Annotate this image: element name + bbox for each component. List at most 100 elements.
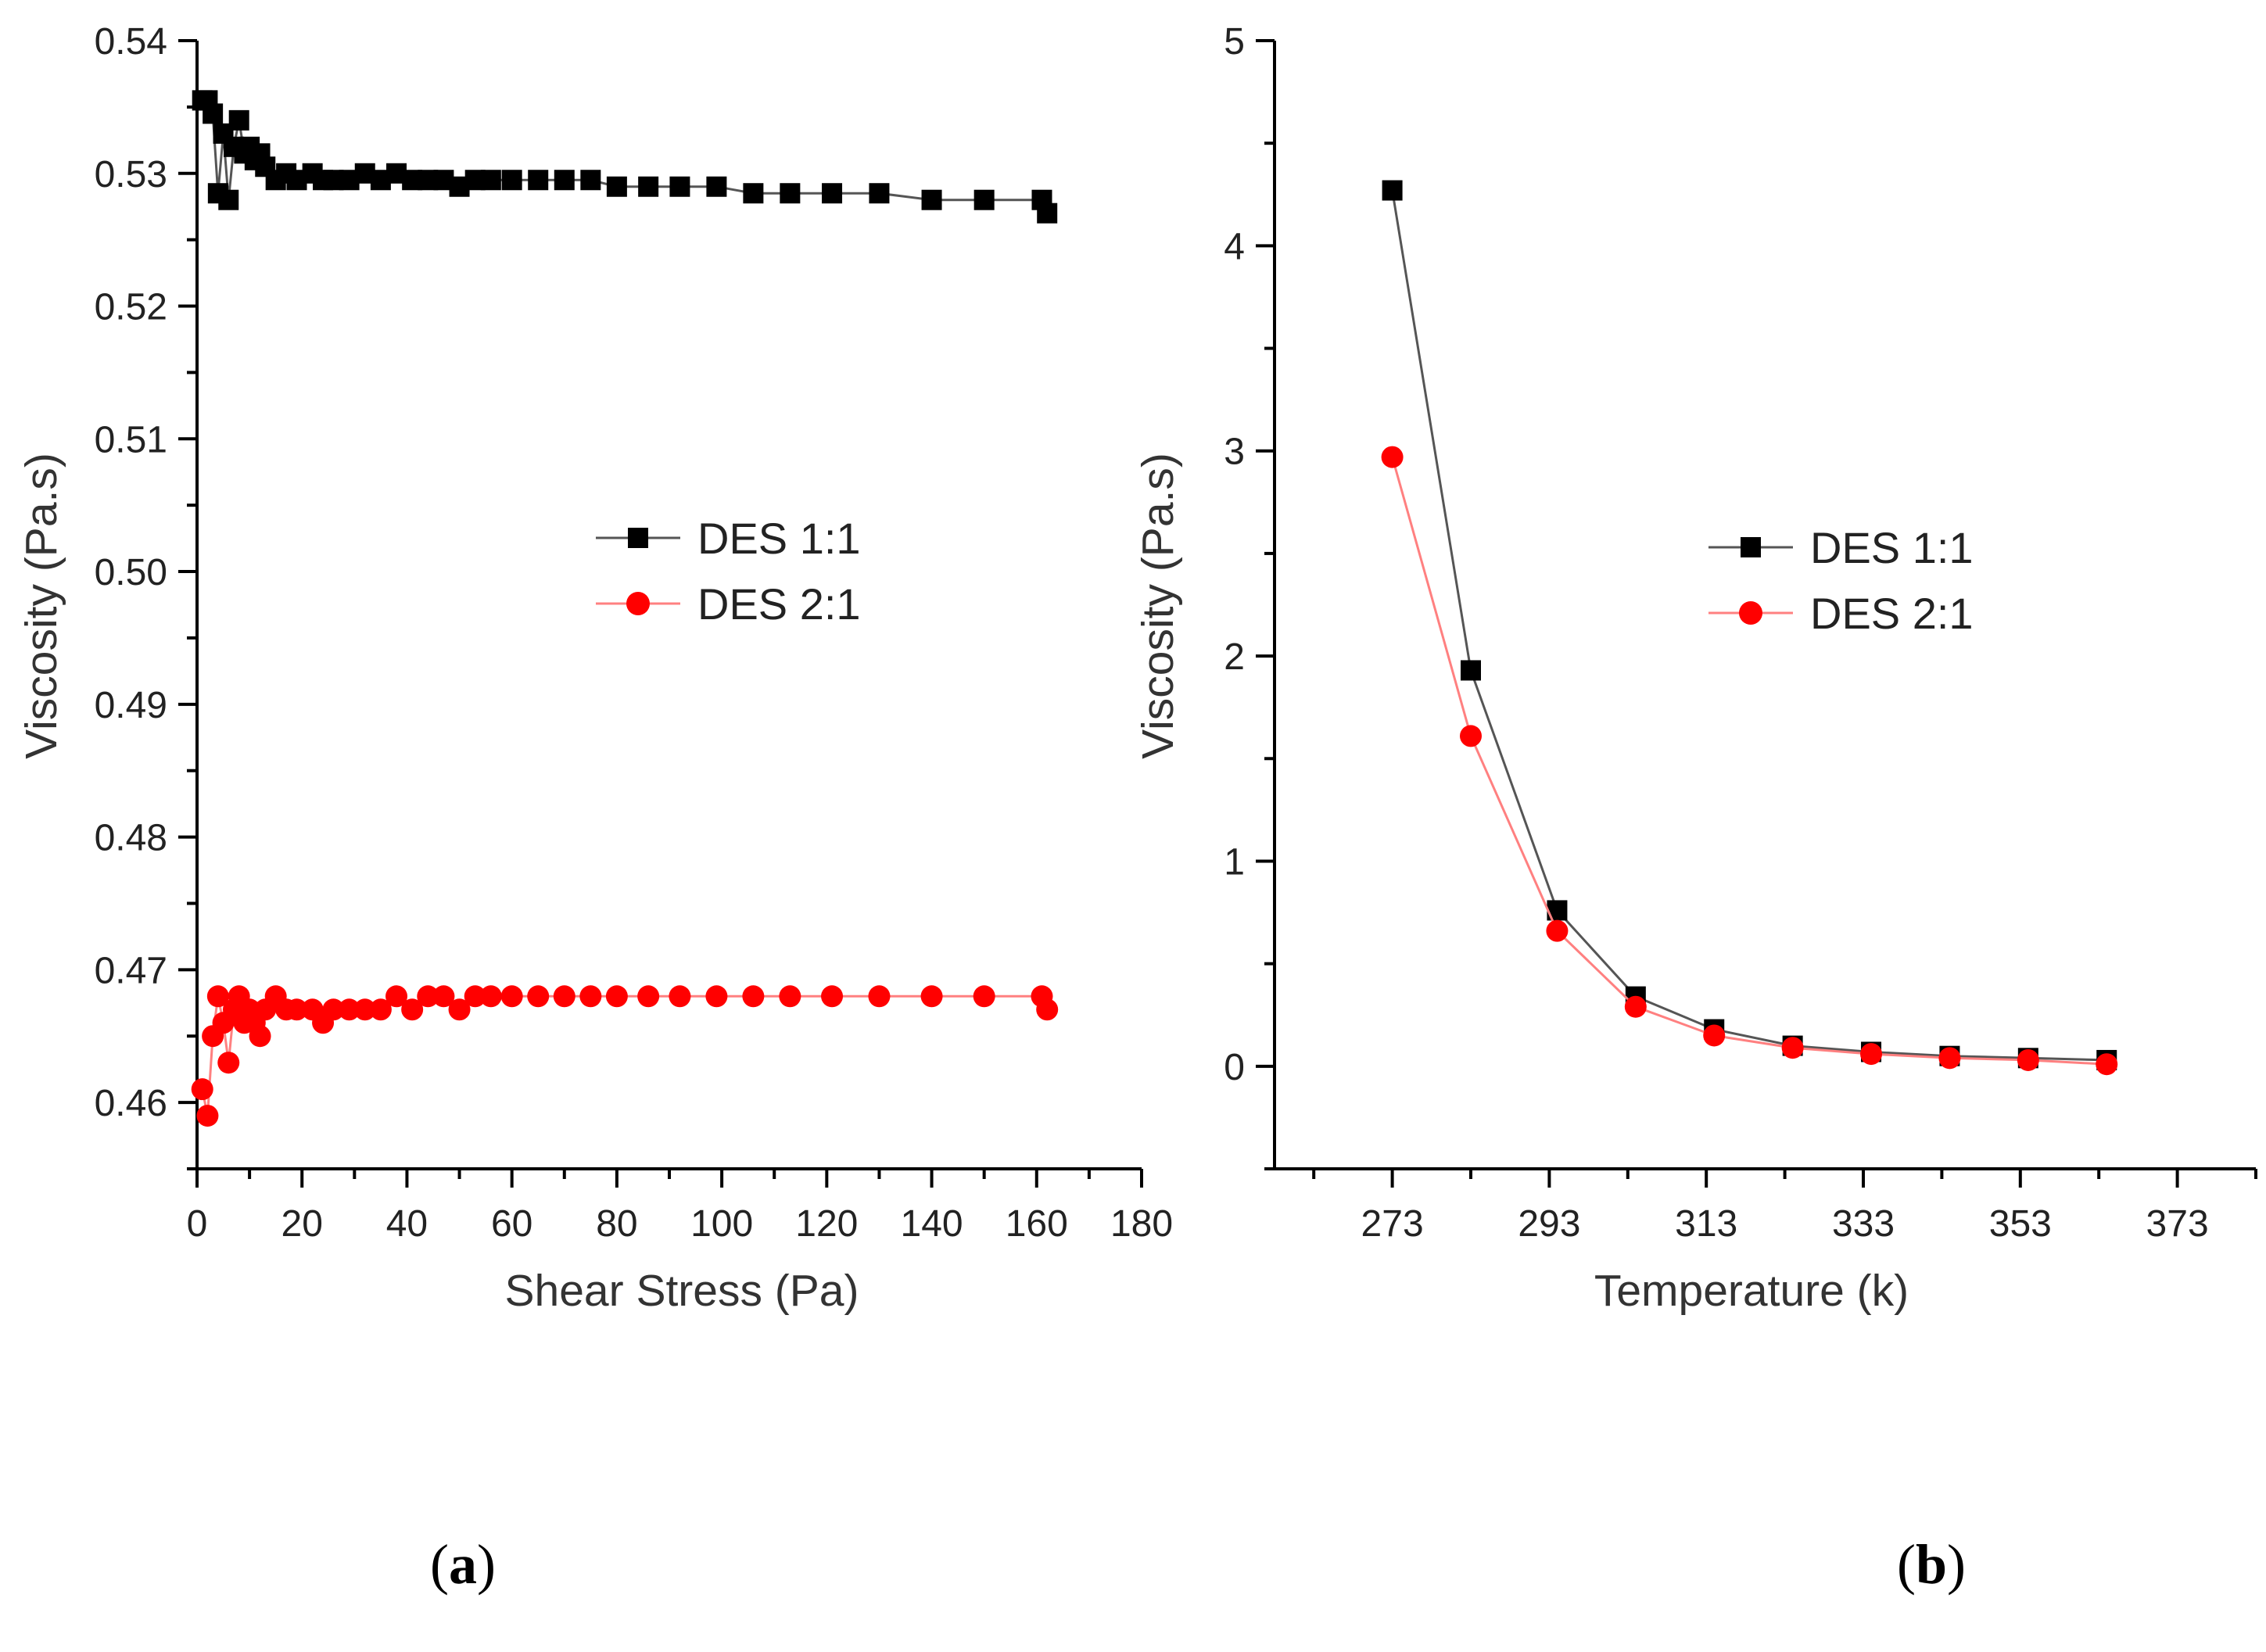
data-point-circle [920, 985, 943, 1008]
y-tick-label: 0.51 [95, 419, 167, 460]
legend-label: DES 2:1 [697, 579, 861, 629]
series-1 [192, 90, 1058, 224]
y-tick-label: 0 [1224, 1047, 1245, 1088]
panel-b-label: (b) [1897, 1533, 1966, 1596]
data-point-square [780, 183, 801, 204]
data-point-circle [1624, 995, 1647, 1018]
data-point-circle [353, 998, 376, 1021]
series-line [1391, 190, 2107, 1062]
y-axis-title: Viscosity (Pa.s) [16, 453, 66, 759]
y-tick-label: 3 [1224, 432, 1245, 473]
data-point-circle [206, 985, 229, 1008]
data-point-circle [742, 985, 765, 1008]
data-point-circle [191, 1078, 213, 1101]
x-tick-label: 20 [281, 1203, 323, 1245]
data-point-circle [285, 998, 308, 1021]
data-point-circle [500, 985, 523, 1008]
data-point-square [554, 170, 575, 191]
data-point-circle [479, 985, 502, 1008]
x-tick-label: 160 [1006, 1203, 1068, 1245]
series-1 [1382, 180, 2117, 1070]
data-point-circle [637, 985, 660, 1008]
data-point-circle [1860, 1043, 1883, 1066]
data-point-circle [196, 1105, 219, 1127]
data-point-circle [338, 998, 360, 1021]
legend-marker-square [1741, 537, 1761, 557]
data-point-square [1037, 202, 1058, 224]
legend-label: DES 1:1 [1810, 523, 1974, 572]
data-point-circle [369, 998, 392, 1021]
data-point-circle [821, 985, 844, 1008]
panel-a-chart: 0 20 40 60 80 100 120 140 160 180 0.46 0.47 0.48 0.49… [16, 21, 1173, 1316]
y-tick-label: 0.48 [95, 818, 167, 859]
data-point-circle [669, 985, 691, 1008]
data-point-circle [2017, 1048, 2039, 1071]
x-tick-label: 60 [491, 1203, 532, 1245]
data-point-circle [553, 985, 575, 1008]
y-tick-label: 0.50 [95, 552, 167, 593]
y-axis-title: Viscosity (Pa.s) [1133, 453, 1183, 759]
x-tick-label: 80 [596, 1203, 637, 1245]
data-point-circle [417, 985, 439, 1008]
data-point-circle [527, 985, 550, 1008]
data-point-circle [779, 985, 801, 1008]
panel-b-label-letter: b [1916, 1533, 1947, 1596]
data-point-circle [464, 985, 486, 1008]
data-point-circle [2096, 1053, 2118, 1076]
y-tick-label: 5 [1224, 21, 1245, 63]
data-point-square [973, 189, 995, 210]
data-point-square [203, 103, 224, 124]
data-point-circle [605, 985, 628, 1008]
series-line [1391, 457, 2107, 1066]
panel-a-label-letter: a [449, 1533, 477, 1596]
y-tick-label: 2 [1224, 636, 1245, 678]
data-point-square [480, 170, 501, 191]
legend: DES 1:1 DES 2:1 [596, 514, 861, 629]
data-point-circle [1036, 998, 1059, 1021]
data-point-square [606, 176, 627, 197]
x-tick-label: 40 [386, 1203, 428, 1245]
x-tick-label: 313 [1675, 1203, 1737, 1245]
data-point-circle [705, 985, 728, 1008]
data-point-circle [1938, 1047, 1961, 1070]
data-point-square [501, 170, 522, 191]
x-tick-label: 140 [901, 1203, 963, 1245]
x-tick-label: 273 [1361, 1203, 1424, 1245]
legend: DES 1:1 DES 2:1 [1708, 523, 1974, 638]
y-tick-label: 1 [1224, 841, 1245, 883]
legend-marker-square [628, 528, 648, 548]
series-2 [191, 985, 1059, 1127]
x-tick-label: 180 [1110, 1203, 1173, 1245]
legend-marker-circle [1739, 601, 1762, 625]
panel-b-chart: 273 293 313 333 353 373 0 1 2 3 4 5 Temperature (k) V… [1133, 21, 2257, 1316]
data-point-circle [1546, 919, 1569, 942]
legend-marker-circle [626, 592, 650, 615]
y-tick-label: 0.52 [95, 287, 167, 328]
series-2 [1381, 446, 2118, 1076]
data-point-circle [1381, 446, 1404, 468]
data-point-square [669, 176, 690, 197]
data-point-circle [868, 985, 891, 1008]
x-tick-label: 373 [2146, 1203, 2209, 1245]
data-point-square [580, 170, 601, 191]
x-axis-title: Shear Stress (Pa) [505, 1266, 859, 1316]
legend-label: DES 1:1 [697, 514, 861, 563]
data-point-circle [249, 1025, 271, 1048]
data-point-square [228, 109, 249, 131]
y-tick-label: 0.49 [95, 685, 167, 726]
data-point-square [743, 183, 764, 204]
data-point-square [1382, 180, 1403, 201]
data-point-circle [385, 985, 408, 1008]
x-tick-label: 0 [187, 1203, 208, 1245]
y-tick-label: 0.54 [95, 21, 167, 63]
data-point-square [528, 170, 549, 191]
x-tick-label: 353 [1989, 1203, 2052, 1245]
x-tick-label: 293 [1518, 1203, 1580, 1245]
y-tick-label: 0.46 [95, 1083, 167, 1124]
data-point-circle [401, 998, 424, 1021]
data-point-square [822, 183, 843, 204]
x-tick-label: 120 [795, 1203, 858, 1245]
data-point-square [869, 183, 890, 204]
data-point-square [706, 176, 727, 197]
